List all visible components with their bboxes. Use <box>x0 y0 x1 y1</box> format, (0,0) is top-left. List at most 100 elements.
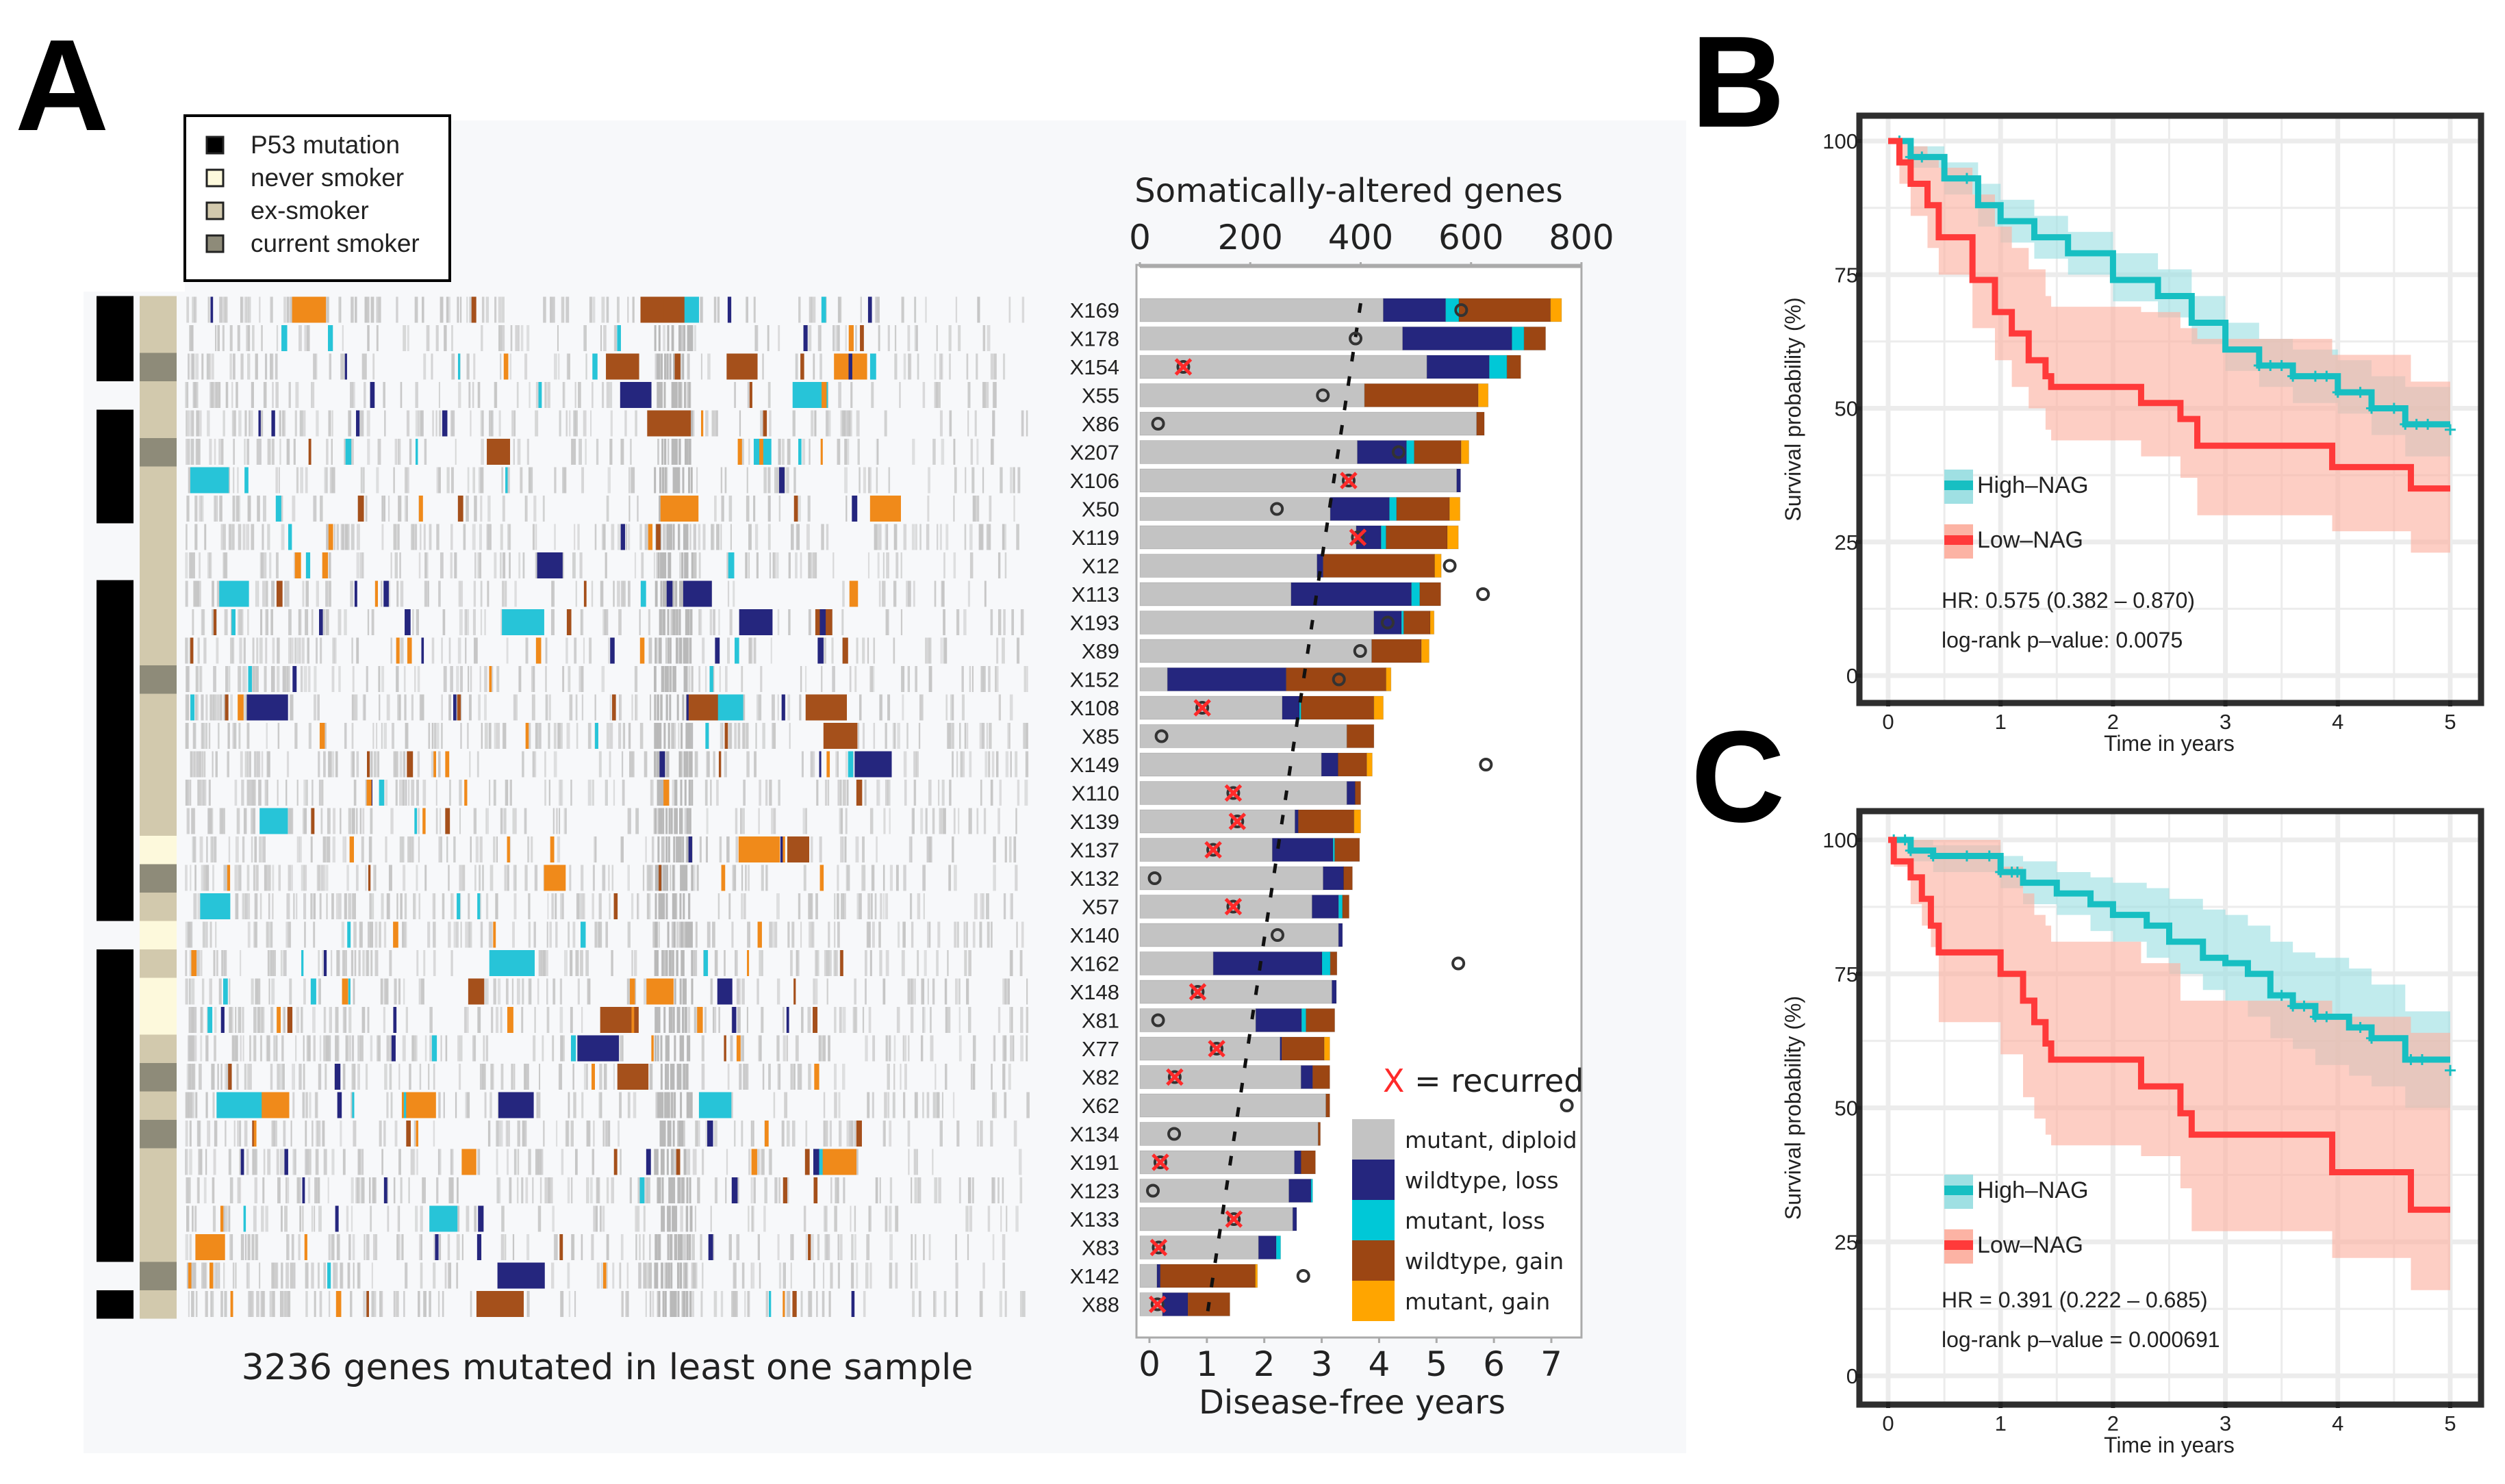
heatmap-cell <box>657 780 660 806</box>
heatmap-cell <box>803 325 808 351</box>
heatmap-cell <box>398 1064 400 1090</box>
heatmap-cell <box>423 353 427 380</box>
heatmap-cell <box>254 893 257 919</box>
heatmap-cell <box>478 1149 481 1175</box>
heatmap-cell <box>941 580 944 607</box>
heatmap-cell <box>885 1205 888 1232</box>
heatmap-cell <box>313 496 317 522</box>
heatmap-cell <box>559 1234 563 1260</box>
heatmap-cell <box>447 1234 450 1260</box>
heatmap-cell <box>651 780 654 806</box>
heatmap-cell <box>1026 666 1028 692</box>
heatmap-cell <box>778 496 781 522</box>
heatmap-cell <box>319 723 325 749</box>
heatmap-cell <box>581 1092 584 1118</box>
heatmap-cell <box>980 1121 983 1147</box>
heatmap-cell <box>238 723 241 749</box>
heatmap-cell <box>353 893 356 919</box>
heatmap-cell <box>275 353 278 380</box>
heatmap-cell <box>544 382 547 408</box>
heatmap-cell <box>852 1007 856 1033</box>
sample-label: X81 <box>1082 1009 1119 1033</box>
heatmap-cell <box>614 325 617 351</box>
legend-label: never smoker <box>251 164 404 192</box>
heatmap-cell <box>932 808 935 834</box>
heatmap-cell <box>390 1092 393 1118</box>
heatmap-cell <box>197 780 200 806</box>
heatmap-cell <box>253 1205 257 1232</box>
sample-label: X149 <box>1070 753 1119 777</box>
heatmap-cell <box>246 780 251 806</box>
heatmap-cell <box>550 836 555 862</box>
heatmap-cell <box>435 1234 439 1260</box>
heatmap-cell <box>191 978 195 1005</box>
heatmap-cell <box>986 893 989 919</box>
heatmap-cell <box>263 496 266 522</box>
heatmap-cell <box>795 353 798 380</box>
heatmap-cell <box>216 950 218 976</box>
heatmap-cell <box>586 1064 588 1090</box>
bar-segment-wildtype_gain <box>1286 667 1387 691</box>
heatmap-cell <box>923 1007 926 1033</box>
heatmap-cell <box>659 723 662 749</box>
heatmap-cell <box>420 1234 422 1260</box>
heatmap-cell <box>797 496 801 522</box>
heatmap-cell <box>414 808 418 834</box>
heatmap-cell <box>187 439 190 465</box>
heatmap-cell <box>940 637 942 664</box>
heatmap-cell <box>1020 609 1024 635</box>
heatmap-cell <box>671 1149 674 1175</box>
heatmap-cell <box>312 1007 316 1033</box>
heatmap-cell <box>753 296 756 323</box>
heatmap-cell <box>686 637 689 664</box>
heatmap-cell <box>949 410 952 437</box>
heatmap-cell <box>659 1121 662 1147</box>
heatmap-cell <box>333 467 335 494</box>
smoking-status-cell <box>140 977 177 1006</box>
heatmap-cell <box>220 1007 225 1033</box>
heatmap-cell <box>826 410 829 437</box>
heatmap-cell <box>939 410 943 437</box>
heatmap-cell <box>480 609 483 635</box>
heatmap-cell <box>262 580 266 607</box>
heatmap-cell <box>663 893 665 919</box>
heatmap-cell <box>370 751 373 778</box>
heatmap-cell <box>284 1291 288 1317</box>
heatmap-cell <box>459 780 462 806</box>
heatmap-cell <box>222 978 228 1005</box>
heatmap-cell <box>913 808 915 834</box>
heatmap-cell <box>417 751 420 778</box>
heatmap-cell <box>517 1149 520 1175</box>
heatmap-cell <box>419 1064 422 1090</box>
heatmap-cell <box>741 865 743 891</box>
heatmap-cell <box>517 325 520 351</box>
heatmap-cell <box>778 439 781 465</box>
heatmap-cell <box>457 1035 460 1062</box>
bar-segment-mutant_diploid <box>1139 895 1313 919</box>
heatmap-cell <box>260 609 263 635</box>
heatmap-cell <box>331 950 333 976</box>
heatmap-cell <box>486 978 489 1005</box>
heatmap-cell <box>763 467 767 494</box>
heatmap-cell <box>357 1262 360 1289</box>
heatmap-cell <box>750 1121 753 1147</box>
heatmap-cell <box>871 893 873 919</box>
legend-swatch-mutant_gain <box>1352 1281 1395 1321</box>
heatmap-cell <box>193 751 196 778</box>
heatmap-cell <box>601 666 605 692</box>
heatmap-cell <box>481 296 485 323</box>
heatmap-cell <box>211 353 214 380</box>
panel-label-b: B <box>1691 10 1785 155</box>
heatmap-cell <box>969 751 972 778</box>
heatmap-cell <box>303 780 306 806</box>
heatmap-cell <box>705 780 707 806</box>
heatmap-cell <box>665 808 668 834</box>
heatmap-cell <box>655 808 659 834</box>
bar-segment-wildtype_gain <box>1306 1008 1336 1032</box>
heatmap-cell <box>746 296 749 323</box>
heatmap-cell <box>313 893 316 919</box>
heatmap-cell <box>229 353 232 380</box>
heatmap-cell <box>288 524 292 550</box>
heatmap-cell <box>500 1007 503 1033</box>
heatmap-cell <box>205 865 209 891</box>
